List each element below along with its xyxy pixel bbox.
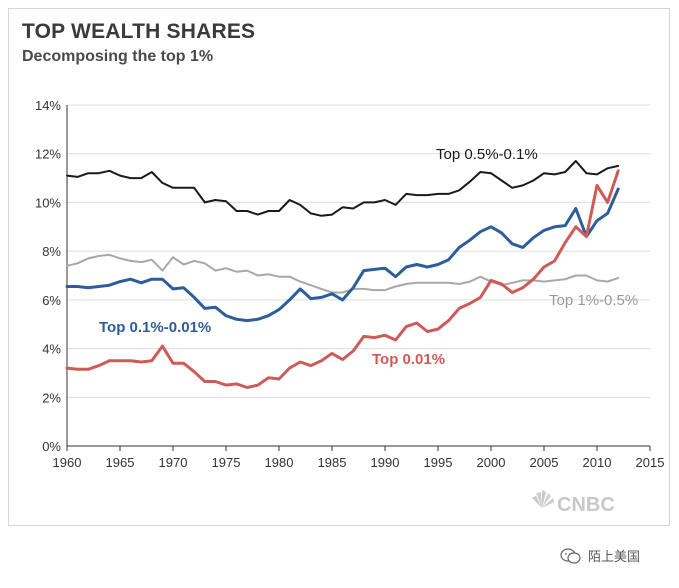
y-tick-label: 8% <box>42 244 61 259</box>
chart-card <box>8 8 670 526</box>
series-line-top-0.5-0.1- <box>66 160 620 217</box>
chart-title: TOP WEALTH SHARES <box>22 20 256 43</box>
annotation-top-0.01: Top 0.01% <box>372 351 445 368</box>
y-tick-label: 0% <box>42 439 61 454</box>
x-tick-label: 1980 <box>265 455 294 470</box>
series-line-top-0.1-0.01- <box>65 187 620 323</box>
wechat-icon <box>560 547 582 564</box>
y-tick-label: 12% <box>35 147 61 162</box>
series-line-top-0.01- <box>65 169 620 389</box>
axes <box>66 105 651 451</box>
x-tick-label: 2010 <box>583 455 612 470</box>
watermark-text: 陌上美国 <box>588 549 641 564</box>
annotation-top-0.5-0.1: Top 0.5%-0.1% <box>436 146 538 163</box>
x-tick-label: 2000 <box>477 455 506 470</box>
y-tick-label: 14% <box>35 98 61 113</box>
x-tick-label: 2005 <box>530 455 559 470</box>
x-tick-label: 1990 <box>371 455 400 470</box>
series-lines <box>65 160 620 389</box>
cnbc-logo-text: CNBC <box>557 494 615 516</box>
x-tick-label: 1995 <box>424 455 453 470</box>
y-tick-label: 6% <box>42 293 61 308</box>
x-tick-labels: 1960 1965 1970 1975 1980 1985 1990 1995 2000 2005… <box>53 455 665 470</box>
y-tick-label: 2% <box>42 390 61 405</box>
annotation-top-1-0.5: Top 1%-0.5% <box>549 292 638 309</box>
x-tick-label: 2015 <box>636 455 665 470</box>
x-tick-label: 1960 <box>53 455 82 470</box>
peacock-icon <box>532 490 554 508</box>
y-tick-label: 4% <box>42 342 61 357</box>
cnbc-logo: CNBC <box>532 490 615 516</box>
grid-lines <box>67 104 650 398</box>
x-tick-label: 1985 <box>318 455 347 470</box>
annotation-top-0.1-0.01: Top 0.1%-0.01% <box>99 319 211 336</box>
watermark: 陌上美国 <box>560 546 640 565</box>
x-tick-label: 1975 <box>212 455 241 470</box>
series-line-top-1-0.5- <box>66 253 620 294</box>
chart-subtitle: Decomposing the top 1% <box>22 48 214 65</box>
y-tick-labels: 0% 2% 4% 6% 8% 10% 12% 14% <box>35 98 61 454</box>
x-tick-label: 1965 <box>106 455 135 470</box>
x-tick-label: 1970 <box>159 455 188 470</box>
y-tick-label: 10% <box>35 195 61 210</box>
